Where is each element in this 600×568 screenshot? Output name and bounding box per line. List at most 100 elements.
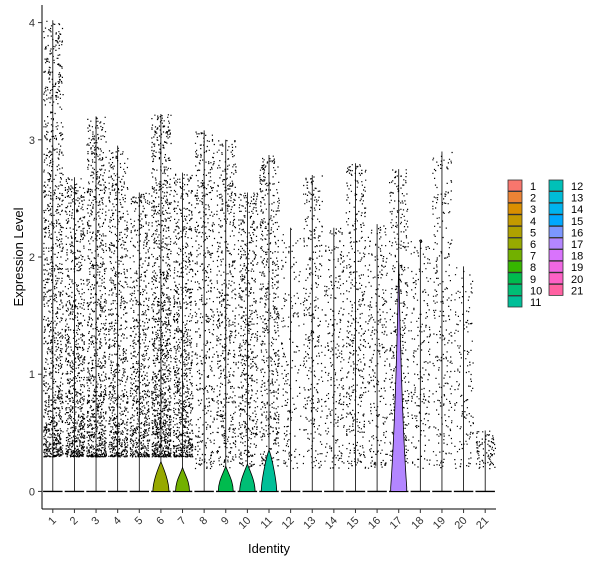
legend-label-4: 4 (530, 216, 536, 228)
legend-label-19: 19 (571, 262, 583, 274)
legend-item-3: 3 (507, 202, 536, 216)
legend-swatch-2 (507, 191, 523, 204)
legend-item-1: 1 (507, 179, 536, 193)
legend-label-10: 10 (530, 285, 542, 297)
points-9 (216, 140, 237, 469)
y-ticks: 0 1 2 3 4 (29, 18, 42, 498)
legend-swatch-12 (548, 179, 564, 192)
legend-item-20: 20 (548, 272, 583, 286)
category-17-points (389, 169, 410, 469)
y-tick-label-0: 0 (29, 486, 35, 498)
y-tick-label-2: 2 (29, 252, 35, 264)
points-16 (367, 225, 388, 469)
legend-label-18: 18 (571, 251, 583, 263)
legend-item-2: 2 (507, 191, 536, 205)
legend-label-7: 7 (530, 251, 536, 263)
category-21-points (475, 430, 496, 470)
violin-body-6 (152, 460, 170, 492)
violin-1 (43, 20, 63, 493)
legend-label-3: 3 (530, 204, 536, 216)
x-tick-label-20: 20 (453, 515, 470, 532)
y-tick-label-4: 4 (29, 18, 35, 30)
violin-9 (216, 139, 236, 493)
violin-16 (367, 224, 387, 493)
jitter-points (43, 20, 496, 470)
legend-item-7: 7 (507, 249, 536, 263)
category-3-points (86, 116, 107, 458)
points-7 (172, 173, 194, 458)
category-11-points (259, 155, 280, 470)
legend-label-15: 15 (571, 216, 583, 228)
points-15 (345, 164, 367, 469)
points-13 (302, 175, 324, 469)
violin-3 (86, 116, 106, 493)
category-8-points (194, 131, 216, 470)
category-14-points (324, 227, 345, 469)
violin-20 (453, 266, 474, 493)
legend-swatch-15 (548, 214, 564, 227)
violin-15 (345, 163, 366, 493)
legend-item-19: 19 (548, 260, 583, 274)
legend-swatch-17 (548, 237, 564, 250)
x-tick-label-6: 6 (154, 515, 167, 528)
legend-swatch-3 (507, 202, 523, 215)
x-tick-label-17: 17 (388, 515, 405, 532)
violin-body-7 (175, 466, 190, 492)
legend-item-14: 14 (548, 202, 583, 216)
x-tick-label-5: 5 (133, 515, 146, 528)
points-19 (432, 151, 453, 469)
legend-item-4: 4 (507, 214, 536, 228)
x-tick-label-21: 21 (474, 515, 491, 532)
violin-12 (280, 227, 301, 493)
legend-label-6: 6 (530, 239, 536, 251)
legend-label-2: 2 (530, 193, 536, 205)
violin-8 (194, 130, 214, 493)
legend-swatch-18 (548, 249, 564, 262)
category-10-points (237, 192, 259, 468)
legend-swatch-8 (507, 260, 523, 273)
legend-item-10: 10 (507, 283, 542, 297)
legend-swatch-14 (548, 202, 564, 215)
legend-label-20: 20 (571, 274, 583, 286)
points-18 (410, 239, 432, 469)
x-tick-label-11: 11 (259, 515, 276, 532)
y-tick-label-1: 1 (29, 369, 35, 381)
x-tick-label-4: 4 (111, 515, 124, 528)
violin-19 (432, 151, 452, 493)
legend-item-6: 6 (507, 237, 536, 251)
category-18-points (410, 239, 432, 469)
violin-5 (129, 192, 150, 493)
legend-swatch-19 (548, 260, 564, 273)
violin-17 (388, 169, 409, 493)
legend-label-21: 21 (571, 285, 583, 297)
category-7-points (172, 173, 194, 458)
legend-swatch-9 (507, 272, 523, 285)
legend-label-1: 1 (530, 181, 536, 193)
legend-label-9: 9 (530, 274, 536, 286)
x-tick-label-2: 2 (68, 515, 81, 528)
x-tick-label-14: 14 (323, 515, 340, 532)
violin-2 (64, 177, 85, 493)
legend-item-12: 12 (548, 179, 583, 193)
category-6-points (151, 114, 172, 458)
x-ticks: 1 2 3 4 5 6 7 8 9 10 11 12 13 14 15 16 17 18 19 20 21 (46, 509, 491, 532)
legend-label-13: 13 (571, 193, 583, 205)
legend-item-11: 11 (507, 295, 541, 309)
legend-swatch-20 (548, 272, 564, 285)
legend-label-11: 11 (530, 297, 541, 309)
x-tick-label-16: 16 (366, 515, 383, 532)
legend-swatch-4 (507, 214, 523, 227)
violin-body-10 (239, 462, 256, 492)
legend-swatch-10 (507, 283, 523, 296)
x-tick-label-3: 3 (89, 515, 102, 528)
legend-item-18: 18 (548, 249, 583, 263)
x-tick-label-19: 19 (431, 515, 448, 532)
legend-label-17: 17 (571, 239, 583, 251)
violins (43, 20, 495, 493)
violin-21 (475, 430, 495, 493)
legend-item-8: 8 (507, 260, 536, 274)
points-1 (43, 20, 64, 458)
points-12 (281, 228, 302, 470)
